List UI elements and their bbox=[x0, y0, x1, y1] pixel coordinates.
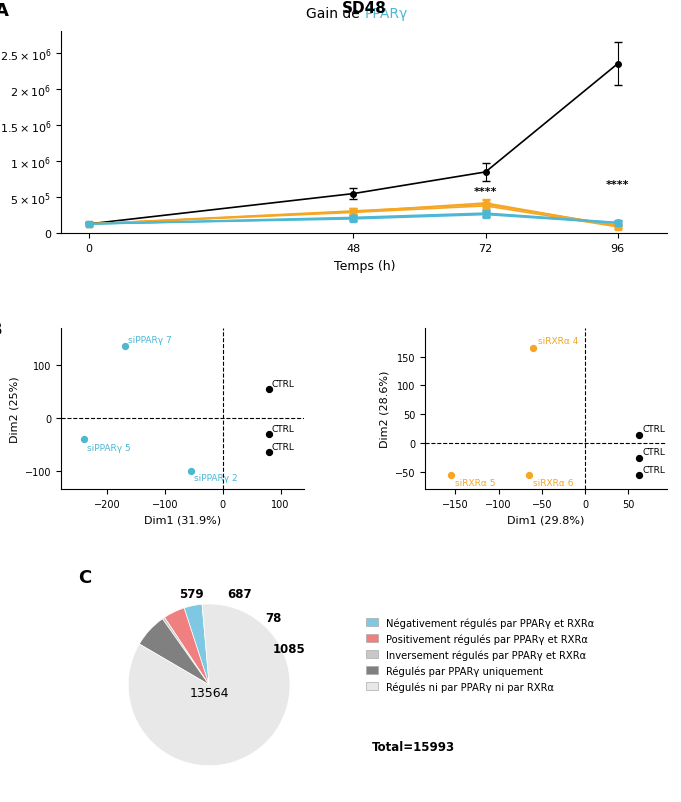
Wedge shape bbox=[165, 608, 209, 685]
Text: CTRL: CTRL bbox=[272, 379, 294, 388]
Point bbox=[633, 452, 644, 464]
Point bbox=[79, 433, 90, 446]
Text: siPPARγ 2: siPPARγ 2 bbox=[194, 474, 238, 483]
Text: 687: 687 bbox=[227, 587, 252, 600]
Text: 1085: 1085 bbox=[272, 642, 305, 655]
Text: 78: 78 bbox=[266, 611, 282, 625]
Legend: siCTRL, siRXRα 4, siRXRα 5, siRXRα 6, siPPARγ 2, siPPARγ 5, siPPARγ 7: siCTRL, siRXRα 4, siRXRα 5, siRXRα 6, si… bbox=[679, 37, 681, 160]
Text: Gain de: Gain de bbox=[306, 7, 364, 21]
Wedge shape bbox=[128, 604, 290, 766]
Point bbox=[264, 427, 274, 440]
Text: siPPARγ 5: siPPARγ 5 bbox=[87, 444, 131, 452]
Text: Total=15993: Total=15993 bbox=[372, 739, 455, 752]
Y-axis label: Dim2 (25%): Dim2 (25%) bbox=[10, 376, 20, 442]
X-axis label: Dim1 (31.9%): Dim1 (31.9%) bbox=[144, 515, 221, 525]
Text: siRXRα 6: siRXRα 6 bbox=[533, 478, 573, 488]
Text: C: C bbox=[78, 568, 91, 585]
Text: 13564: 13564 bbox=[189, 687, 229, 699]
Legend: Négativement régulés par PPARγ et RXRα, Positivement régulés par PPARγ et RXRα, : Négativement régulés par PPARγ et RXRα, … bbox=[362, 614, 598, 696]
Text: ****: **** bbox=[606, 180, 629, 189]
Text: 579: 579 bbox=[179, 587, 204, 600]
Y-axis label: Dim2 (28.6%): Dim2 (28.6%) bbox=[379, 371, 389, 448]
Title: SD48: SD48 bbox=[342, 1, 387, 16]
Text: CTRL: CTRL bbox=[272, 443, 294, 452]
Text: PPARγ: PPARγ bbox=[364, 7, 408, 21]
Text: CTRL: CTRL bbox=[642, 448, 665, 457]
Text: CTRL: CTRL bbox=[642, 425, 665, 434]
Text: siRXRα 5: siRXRα 5 bbox=[455, 478, 496, 488]
Point bbox=[524, 469, 535, 482]
Text: B: B bbox=[0, 320, 2, 338]
Text: siRXRα 4: siRXRα 4 bbox=[537, 337, 578, 346]
Point bbox=[528, 342, 539, 354]
Text: CTRL: CTRL bbox=[642, 465, 665, 474]
Point bbox=[264, 446, 274, 459]
Text: A: A bbox=[0, 2, 8, 20]
Text: ****: **** bbox=[474, 187, 497, 196]
Point bbox=[264, 383, 274, 395]
Point bbox=[633, 469, 644, 482]
Point bbox=[445, 469, 456, 482]
Text: siPPARγ 7: siPPARγ 7 bbox=[127, 335, 172, 344]
Wedge shape bbox=[184, 605, 209, 685]
X-axis label: Temps (h): Temps (h) bbox=[334, 259, 395, 272]
Text: CTRL: CTRL bbox=[272, 424, 294, 433]
Point bbox=[119, 340, 130, 353]
Wedge shape bbox=[140, 619, 209, 685]
Wedge shape bbox=[163, 618, 209, 685]
Point bbox=[186, 465, 197, 478]
X-axis label: Dim1 (29.8%): Dim1 (29.8%) bbox=[507, 515, 585, 525]
Point bbox=[633, 428, 644, 441]
